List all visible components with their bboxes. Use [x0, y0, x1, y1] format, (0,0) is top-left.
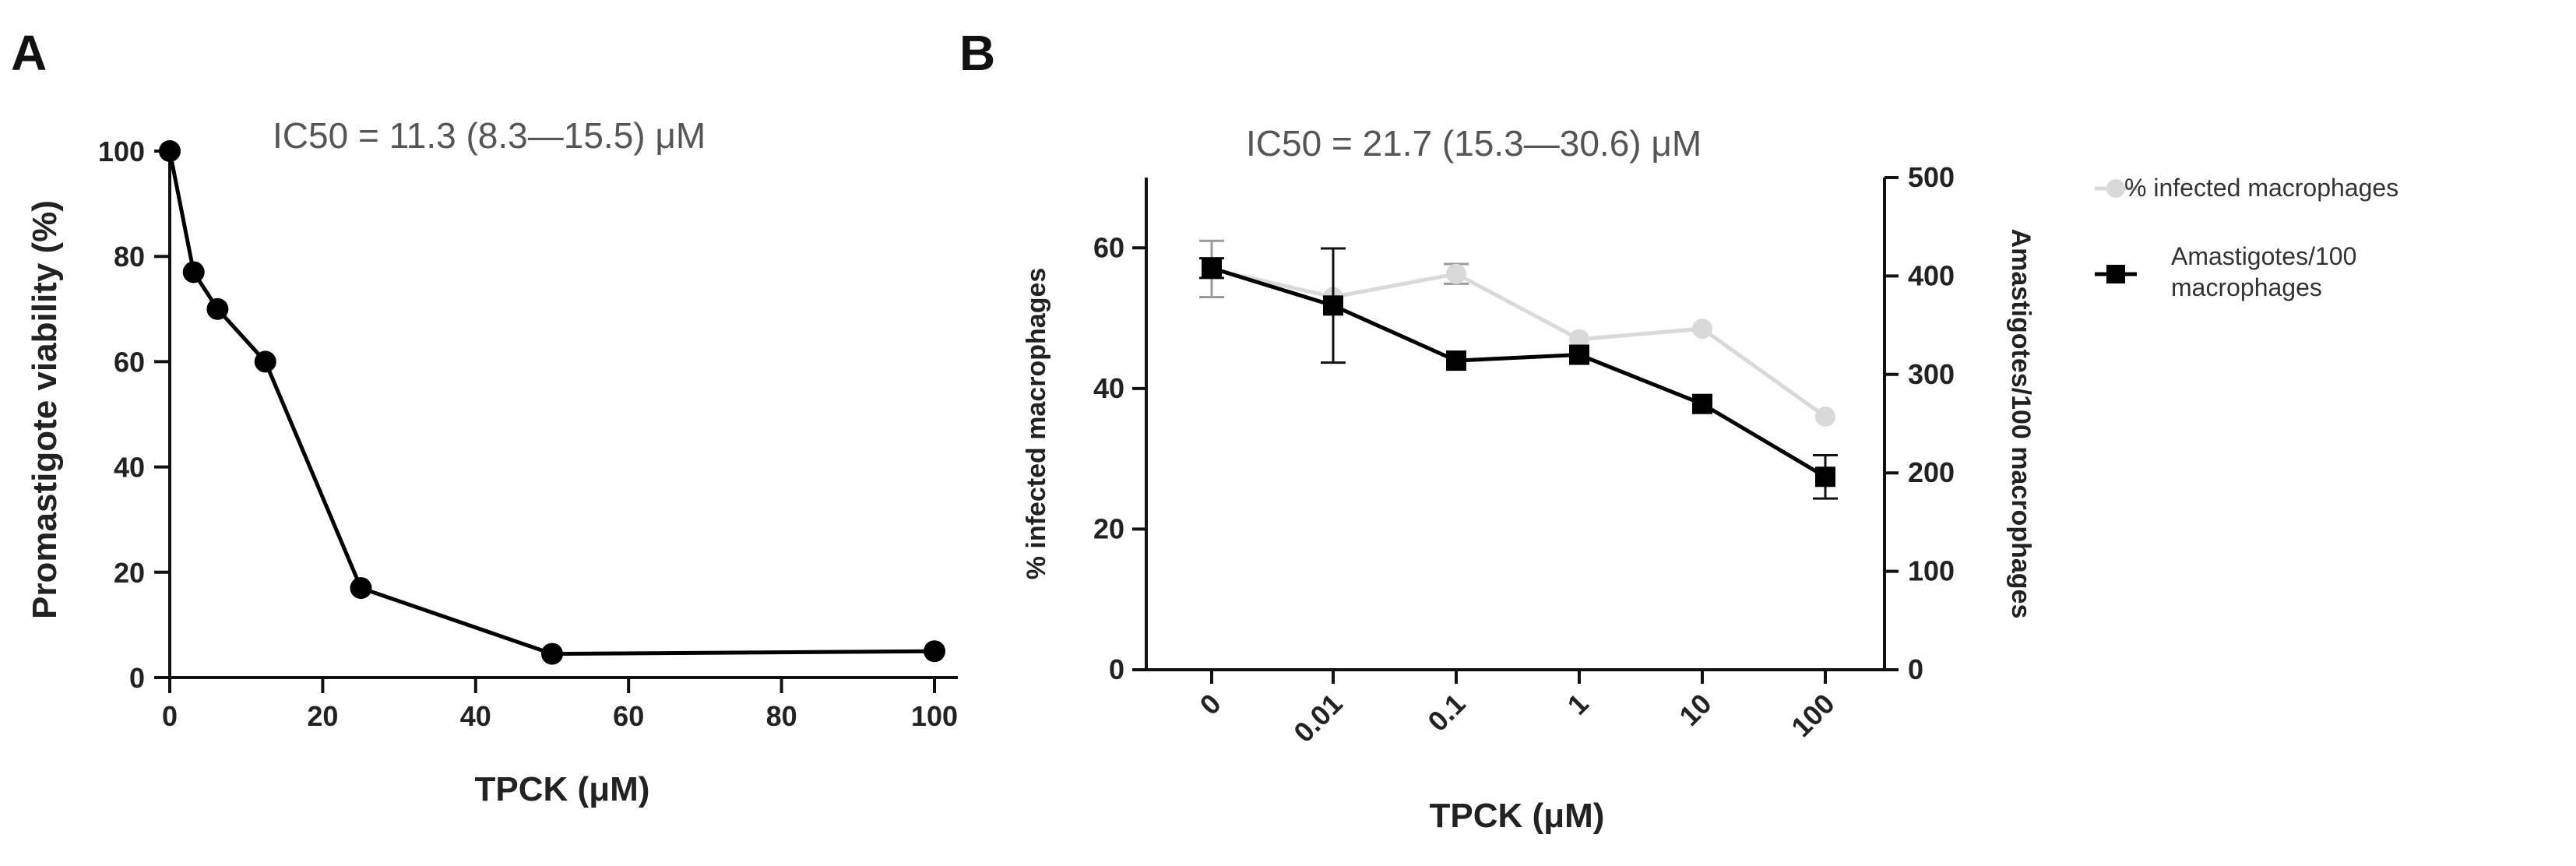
- panel-b-amastigotes-data-point: [1692, 393, 1712, 414]
- panel-a-y-tick-label: 40: [114, 452, 145, 484]
- panel-a-viability-line: [167, 150, 935, 657]
- panel-b-letter: B: [959, 25, 995, 81]
- panel-a-series: [159, 140, 945, 665]
- legend-infected-label: % infected macrophages: [2124, 174, 2398, 202]
- panel-b-amastigotes-data-point: [1323, 295, 1343, 316]
- panel-b-infected-data-point: [1569, 329, 1589, 350]
- legend-item-infected: % infected macrophages: [2095, 174, 2398, 202]
- panel-a-letter: A: [11, 25, 47, 81]
- panel-a-data-point: [350, 577, 372, 600]
- panel-b-axes: [1145, 178, 1886, 671]
- panel-b-infected-data-point: [1692, 319, 1712, 340]
- panel-a-y-tick-label: 0: [129, 662, 145, 694]
- panel-a-data-point: [254, 350, 276, 373]
- legend-amastigotes-label-line2: macrophages: [2171, 273, 2322, 301]
- panel-a-data-point: [924, 640, 945, 663]
- panel-b-infected-data-point: [1446, 263, 1466, 284]
- panel-b-left-y-axis: 0 20 40 60: [1093, 231, 1146, 685]
- panel-b-left-y-axis-title: % infected macrophages: [1022, 268, 1051, 580]
- panel-a-axes: [168, 151, 958, 679]
- legend-amastigotes-label-line1: Amastigotes/100: [2171, 242, 2356, 270]
- panel-b-legend: % infected macrophages Amastigotes/100 m…: [2095, 174, 2398, 301]
- panel-a-y-tick-label: 20: [114, 557, 145, 589]
- panel-b-x-tick-label: 0.1: [1421, 688, 1471, 738]
- panel-a-x-tick-label: 20: [307, 700, 338, 732]
- panel-b-amastigotes-data-point: [1446, 350, 1466, 371]
- panel-a-x-tick-label: 80: [766, 700, 797, 732]
- panel-a-x-tick-label: 40: [460, 700, 491, 732]
- panel-b-amastigotes-data-point: [1815, 466, 1835, 488]
- panel-a-data-point: [159, 140, 181, 162]
- legend-item-amastigotes: Amastigotes/100 macrophages: [2095, 242, 2363, 301]
- panel-a-data-point: [541, 642, 563, 665]
- panel-b-right-y-tick-label: 0: [1908, 653, 1923, 685]
- panel-b-amastigotes-data-point: [1202, 258, 1222, 279]
- panel-b-right-y-axis: 0 100 200 300 400 500: [1884, 161, 1955, 685]
- panel-b-right-y-tick-label: 200: [1908, 456, 1955, 488]
- panel-a-y-axis-title: Promastigote viability (%): [26, 200, 64, 619]
- panel-b-x-axis-title: TPCK (μM): [1430, 797, 1605, 835]
- panel-a-x-axis: 0 20 40 60 80 100: [162, 678, 958, 732]
- panel-a-data-point: [182, 261, 205, 283]
- legend-amastigotes-marker: [2106, 265, 2125, 283]
- panel-a-y-tick-label: 80: [114, 241, 145, 273]
- panel-a-y-tick-label: 100: [98, 136, 145, 167]
- panel-b-x-tick-label: 100: [1785, 688, 1840, 743]
- panel-b-left-y-tick-label: 0: [1109, 653, 1124, 685]
- panel-a-data-point: [206, 297, 229, 320]
- panel-b-amastigotes-data-point: [1569, 344, 1589, 365]
- panel-b-right-y-tick-label: 100: [1908, 555, 1955, 587]
- legend-infected-marker: [2106, 179, 2125, 198]
- panel-a-x-tick-label: 0: [162, 700, 178, 732]
- panel-b-left-y-tick-label: 60: [1093, 231, 1124, 263]
- panel-b-right-y-tick-label: 400: [1908, 259, 1955, 291]
- panel-b-amastigotes-line: [1211, 266, 1827, 479]
- panel-b-x-tick-label: 0.01: [1287, 688, 1349, 749]
- panel-b-x-axis: 0 0.01 0.1 1 10 100: [1194, 670, 1841, 748]
- panel-a-x-tick-label: 100: [911, 700, 958, 732]
- panel-a-y-tick-label: 60: [114, 346, 145, 378]
- panel-b-right-y-tick-label: 500: [1908, 161, 1955, 193]
- legend-infected-label-line: % infected macrophages: [2124, 174, 2398, 202]
- panel-b-left-y-tick-label: 40: [1093, 372, 1124, 404]
- panel-b-ic50-title: IC50 = 21.7 (15.3—30.6) μM: [1246, 123, 1701, 164]
- panel-a-y-axis: 0 20 40 60 80 100: [98, 136, 170, 694]
- panel-b-infected-data-point: [1815, 406, 1835, 427]
- panel-b-x-tick-label: 10: [1673, 688, 1717, 732]
- panel-b-x-tick-label: 1: [1561, 688, 1595, 721]
- panel-b-series: [1199, 239, 1838, 500]
- panel-b-left-y-tick-label: 20: [1093, 512, 1124, 544]
- panel-b-x-tick-label: 0: [1194, 688, 1227, 721]
- panel-b-right-y-axis-title: Amastigotes/100 macrophages: [2006, 229, 2036, 619]
- panel-b-right-y-tick-label: 300: [1908, 358, 1955, 390]
- panel-a-x-axis-title: TPCK (μM): [475, 770, 650, 808]
- panel-a-x-tick-label: 60: [613, 700, 644, 732]
- panel-a: A IC50 = 11.3 (8.3—15.5) μM 0 20 40 60 80 100…: [11, 25, 958, 808]
- legend-amastigotes-label: Amastigotes/100 macrophages: [2171, 242, 2363, 301]
- panel-a-ic50-title: IC50 = 11.3 (8.3—15.5) μM: [273, 115, 706, 156]
- panel-b-infected-line: [1211, 266, 1827, 419]
